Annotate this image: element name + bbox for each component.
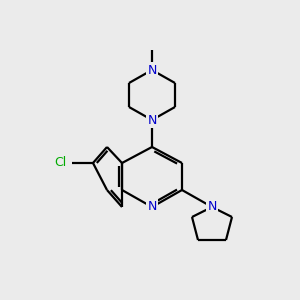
Text: Cl: Cl (54, 157, 66, 169)
Text: N: N (207, 200, 217, 214)
Text: N: N (147, 64, 157, 76)
Text: N: N (147, 200, 157, 214)
Text: N: N (147, 113, 157, 127)
